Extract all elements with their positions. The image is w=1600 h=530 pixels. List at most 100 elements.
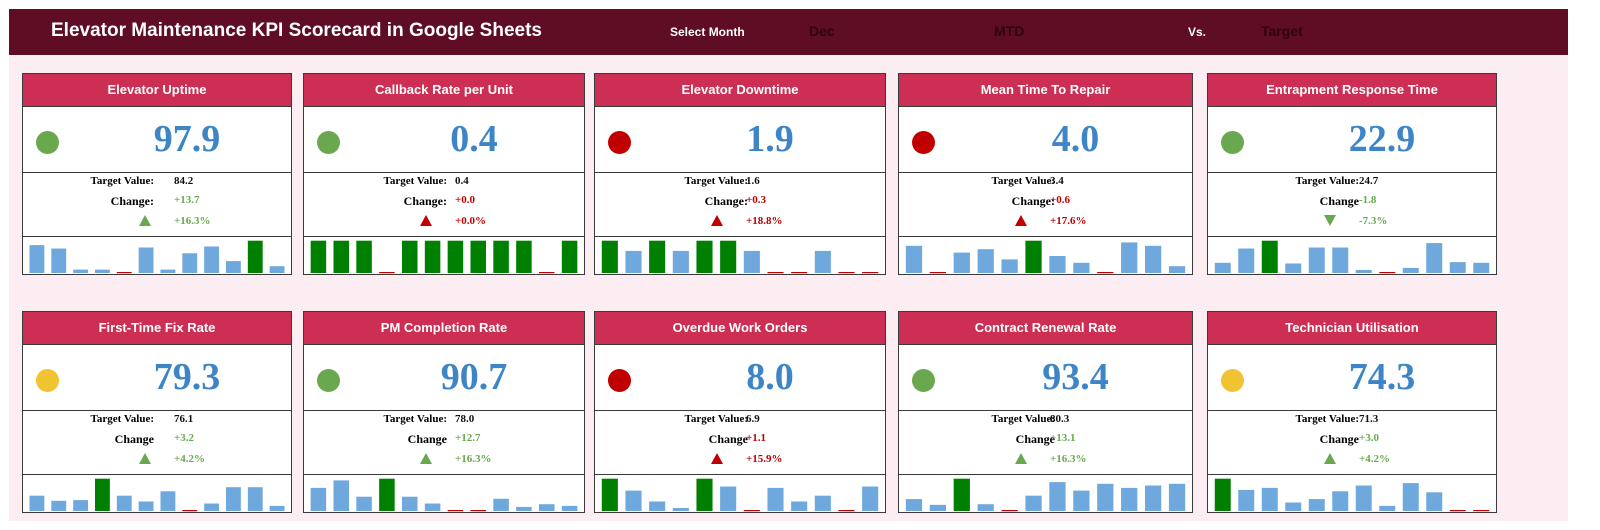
status-dot-icon — [317, 369, 340, 392]
kpi-value: 90.7 — [440, 356, 508, 398]
trend-bar-zero — [838, 272, 855, 274]
kpi-details: Target Value: 24.7 Change -1.8 -7.3% — [1208, 173, 1496, 237]
trend-bar-zero — [1473, 510, 1490, 512]
trend-sparkline — [601, 240, 879, 274]
trend-bar-zero — [1379, 272, 1396, 274]
period-select[interactable]: MTD — [994, 23, 1025, 39]
change-label: Change — [1319, 194, 1359, 208]
kpi-card: PM Completion Rate 90.7 Target Value: 78.0 C… — [303, 311, 585, 513]
trend-bar — [73, 269, 89, 273]
trend-bar — [182, 253, 198, 273]
trend-sparkline — [29, 240, 285, 274]
trend-bar-zero — [862, 272, 879, 274]
trend-sparkline — [905, 478, 1186, 512]
kpi-value: 79.3 — [153, 356, 221, 398]
target-value: 3.4 — [1050, 175, 1064, 187]
trend-bar-zero — [929, 272, 947, 274]
triangle-up-icon — [139, 453, 151, 464]
target-value: 24.7 — [1359, 175, 1379, 187]
change-percent: +16.3% — [174, 215, 211, 227]
change-value: +13.1 — [1050, 432, 1076, 444]
triangle-up-icon — [711, 453, 723, 464]
target-label: Target Value: — [383, 175, 447, 187]
kpi-title: PM Completion Rate — [304, 312, 584, 345]
target-value: 80.3 — [1050, 413, 1070, 425]
kpi-value-row: 93.4 — [899, 344, 1192, 411]
trend-bar-highlight — [1025, 240, 1042, 273]
trend-bar — [1379, 505, 1396, 511]
compare-select[interactable]: Target — [1261, 23, 1303, 39]
trend-bar-highlight — [424, 240, 441, 273]
trend-bar — [1049, 256, 1066, 273]
change-value: +13.7 — [174, 194, 200, 206]
status-dot-icon — [608, 131, 631, 154]
trend-bar-highlight — [310, 240, 327, 273]
change-percent: +0.0% — [455, 215, 487, 227]
trend-bar-zero — [379, 272, 395, 274]
change-label: Change: — [1011, 194, 1055, 208]
kpi-value-row: 8.0 — [595, 344, 885, 411]
kpi-details: Target Value: 1.6 Change: +0.3 +18.8% — [595, 173, 885, 237]
trend-bar-highlight — [601, 240, 618, 273]
trend-bar-highlight — [379, 478, 395, 511]
trend-bar-zero — [470, 510, 487, 512]
kpi-value-row: 22.9 — [1208, 106, 1496, 173]
kpi-title: Elevator Downtime — [595, 74, 885, 107]
trend-bar — [1473, 262, 1490, 273]
trend-bar — [310, 487, 327, 511]
kpi-title: Contract Renewal Rate — [899, 312, 1192, 345]
trend-bar-zero — [767, 272, 784, 274]
trend-bar — [649, 501, 666, 511]
kpi-title: Technician Utilisation — [1208, 312, 1496, 345]
change-value: +1.1 — [746, 432, 767, 444]
trend-bar — [160, 491, 176, 511]
target-value: 1.6 — [746, 175, 760, 187]
status-dot-icon — [36, 131, 59, 154]
kpi-value: 0.4 — [450, 118, 498, 160]
trend-bar-highlight — [470, 240, 487, 273]
trend-bar-highlight — [649, 240, 666, 273]
target-value: 71.3 — [1359, 413, 1379, 425]
trend-bar — [929, 504, 947, 511]
trend-bar — [814, 250, 831, 273]
kpi-card: Mean Time To Repair 4.0 Target Value: 3.4 Ch… — [898, 73, 1193, 275]
trend-bar — [160, 269, 176, 273]
change-percent: -7.3% — [1359, 215, 1388, 227]
trend-bar-zero — [1449, 510, 1466, 512]
trend-bar — [1426, 243, 1443, 273]
kpi-value: 1.9 — [746, 118, 794, 160]
trend-bar — [269, 505, 285, 511]
month-select[interactable]: Dec — [809, 23, 835, 39]
kpi-value-row: 0.4 — [304, 106, 584, 173]
trend-sparkline — [1214, 240, 1490, 274]
trend-bar — [1025, 495, 1042, 511]
trend-bar — [493, 498, 509, 511]
kpi-details: Target Value: 76.1 Change +3.2 +4.2% — [23, 411, 291, 475]
status-dot-icon — [1221, 369, 1244, 392]
trend-bar-zero — [743, 510, 760, 512]
target-label: Target Value: — [991, 175, 1055, 187]
trend-bar — [672, 250, 689, 273]
trend-bar-highlight — [333, 240, 350, 273]
change-percent: +16.3% — [455, 453, 492, 465]
trend-bar — [204, 246, 220, 273]
change-percent: +18.8% — [746, 215, 783, 227]
trend-bar-highlight — [447, 240, 464, 273]
triangle-up-icon — [711, 215, 723, 226]
change-value: +0.3 — [746, 194, 767, 206]
trend-sparkline — [905, 240, 1186, 274]
trend-bar — [29, 245, 45, 273]
kpi-details: Target Value: 3.4 Change: +0.6 +17.6% — [899, 173, 1192, 237]
trend-bar — [1168, 483, 1186, 511]
trend-bar — [333, 480, 350, 511]
select-month-label: Select Month — [670, 25, 745, 39]
trend-bar-highlight — [401, 240, 418, 273]
triangle-up-icon — [1324, 453, 1336, 464]
change-percent: +4.2% — [174, 453, 206, 465]
trend-bar — [1285, 263, 1302, 273]
change-label: Change: — [403, 194, 447, 208]
kpi-title: Mean Time To Repair — [899, 74, 1192, 107]
trend-bar — [625, 490, 642, 511]
trend-bar — [1308, 499, 1325, 511]
trend-bar — [1097, 483, 1114, 511]
